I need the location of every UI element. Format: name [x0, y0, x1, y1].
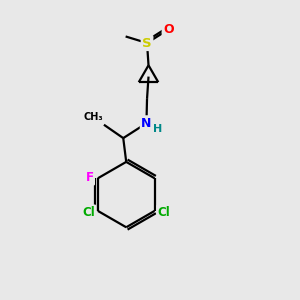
Text: O: O	[163, 23, 174, 36]
Text: S: S	[142, 37, 152, 50]
Text: Cl: Cl	[82, 206, 95, 219]
Text: F: F	[85, 171, 94, 184]
Text: N: N	[141, 117, 152, 130]
Text: CH₃: CH₃	[84, 112, 103, 122]
Text: Cl: Cl	[158, 206, 170, 219]
Text: H: H	[153, 124, 162, 134]
